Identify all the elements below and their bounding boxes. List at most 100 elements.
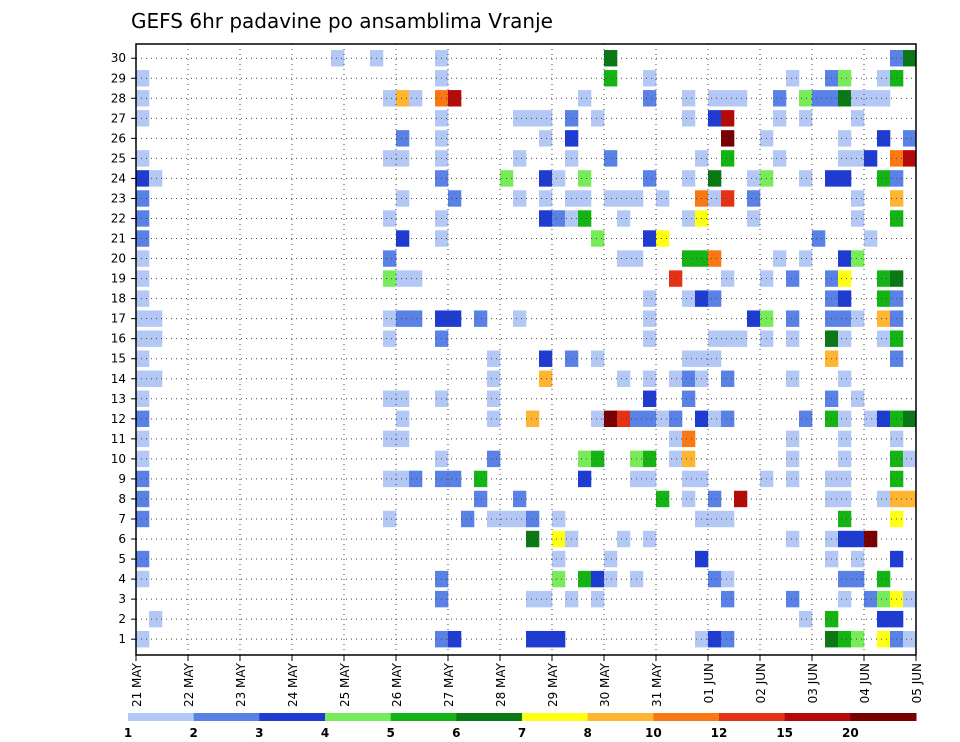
y-tick-label: 29 [111, 71, 126, 85]
y-tick-label: 21 [111, 232, 126, 246]
heatmap-cell [643, 370, 657, 387]
heatmap-cell [526, 110, 540, 127]
heatmap-cell [721, 90, 735, 107]
heatmap-cell [877, 570, 891, 588]
heatmap-cell [734, 90, 748, 107]
heatmap-cell [838, 410, 852, 428]
heatmap-cell [136, 250, 150, 267]
heatmap-cell [864, 590, 878, 608]
legend-swatch [128, 713, 195, 721]
heatmap-cell [656, 410, 670, 428]
x-tick-label: 22 MAY [182, 662, 196, 707]
heatmap-cell [708, 290, 722, 307]
heatmap-cell [578, 470, 592, 488]
heatmap-cell [838, 510, 852, 528]
heatmap-cell [877, 170, 891, 187]
heatmap-cell [643, 410, 657, 428]
heatmap-cell [578, 570, 592, 588]
heatmap-cell [708, 90, 722, 107]
legend-swatch [259, 713, 326, 721]
heatmap-cell [786, 330, 800, 347]
heatmap-cell [708, 250, 722, 267]
heatmap-cell [617, 530, 631, 548]
heatmap-cell [552, 570, 566, 588]
heatmap-cell [773, 90, 787, 107]
heatmap-cell [864, 410, 878, 428]
heatmap-cell [708, 190, 722, 207]
heatmap-cell [526, 530, 540, 548]
heatmap-cell [539, 170, 553, 187]
heatmap-cell [591, 350, 605, 367]
y-tick-label: 7 [118, 512, 126, 526]
heatmap-cell [539, 130, 553, 147]
heatmap-cell [513, 110, 527, 127]
heatmap-cell [877, 130, 891, 147]
heatmap-cell [136, 550, 150, 568]
heatmap-cell [747, 170, 761, 187]
heatmap-cell [903, 50, 917, 67]
heatmap-cell [383, 430, 397, 448]
y-tick-label: 5 [118, 552, 126, 566]
heatmap-cell [136, 230, 150, 247]
heatmap-cell [773, 110, 787, 127]
y-tick-label: 1 [118, 632, 126, 646]
heatmap-cell [383, 150, 397, 167]
heatmap-cell [136, 390, 150, 407]
heatmap-cell [149, 370, 163, 387]
heatmap-cell [604, 150, 618, 167]
heatmap-cell [682, 450, 696, 468]
heatmap-cell [136, 270, 150, 287]
y-tick-label: 30 [111, 51, 126, 65]
x-tick-label: 01 JUN [702, 663, 716, 703]
legend-label: 4 [321, 726, 329, 740]
heatmap-cell [708, 630, 722, 648]
heatmap-cell [604, 50, 618, 67]
heatmap-cell [786, 370, 800, 387]
heatmap-cell [851, 630, 865, 648]
heatmap-cell [331, 50, 345, 67]
heatmap-cell [383, 510, 397, 528]
heatmap-cell [877, 310, 891, 327]
heatmap-cell [721, 510, 735, 528]
heatmap-cell [136, 510, 150, 528]
heatmap-cell [591, 230, 605, 247]
heatmap-cell [539, 350, 553, 367]
heatmap-cell [604, 410, 618, 428]
x-tick-label: 21 MAY [130, 662, 144, 707]
heatmap-cell [448, 470, 462, 488]
heatmap-cell [669, 410, 683, 428]
heatmap-cell [513, 310, 527, 327]
y-tick-label: 2 [118, 612, 126, 626]
heatmap-cell [799, 90, 813, 107]
heatmap-cell [721, 570, 735, 588]
y-tick-label: 13 [111, 392, 126, 406]
heatmap-cell [682, 490, 696, 508]
legend-swatch [587, 713, 654, 721]
heatmap-cell [838, 90, 852, 107]
heatmap-cell [396, 150, 410, 167]
heatmap-cell [136, 210, 150, 227]
heatmap-cell [682, 170, 696, 187]
legend-swatch [653, 713, 720, 721]
heatmap-cell [136, 470, 150, 488]
heatmap-cell [136, 170, 150, 187]
heatmap-cell [734, 330, 748, 347]
heatmap-cell [877, 290, 891, 307]
heatmap-cell [721, 410, 735, 428]
heatmap-cell [136, 190, 150, 207]
heatmap-cell [552, 630, 566, 648]
heatmap-cell [877, 630, 891, 648]
heatmap-cell [539, 110, 553, 127]
heatmap-cell [747, 190, 761, 207]
heatmap-cell [617, 210, 631, 227]
heatmap-cell [526, 630, 540, 648]
heatmap-cell [643, 450, 657, 468]
heatmap-cell [487, 390, 501, 407]
heatmap-cell [682, 470, 696, 488]
y-tick-label: 17 [111, 312, 126, 326]
heatmap-cell [851, 390, 865, 407]
heatmap-cell [578, 190, 592, 207]
heatmap-cell [864, 90, 878, 107]
legend-label: 2 [189, 726, 197, 740]
